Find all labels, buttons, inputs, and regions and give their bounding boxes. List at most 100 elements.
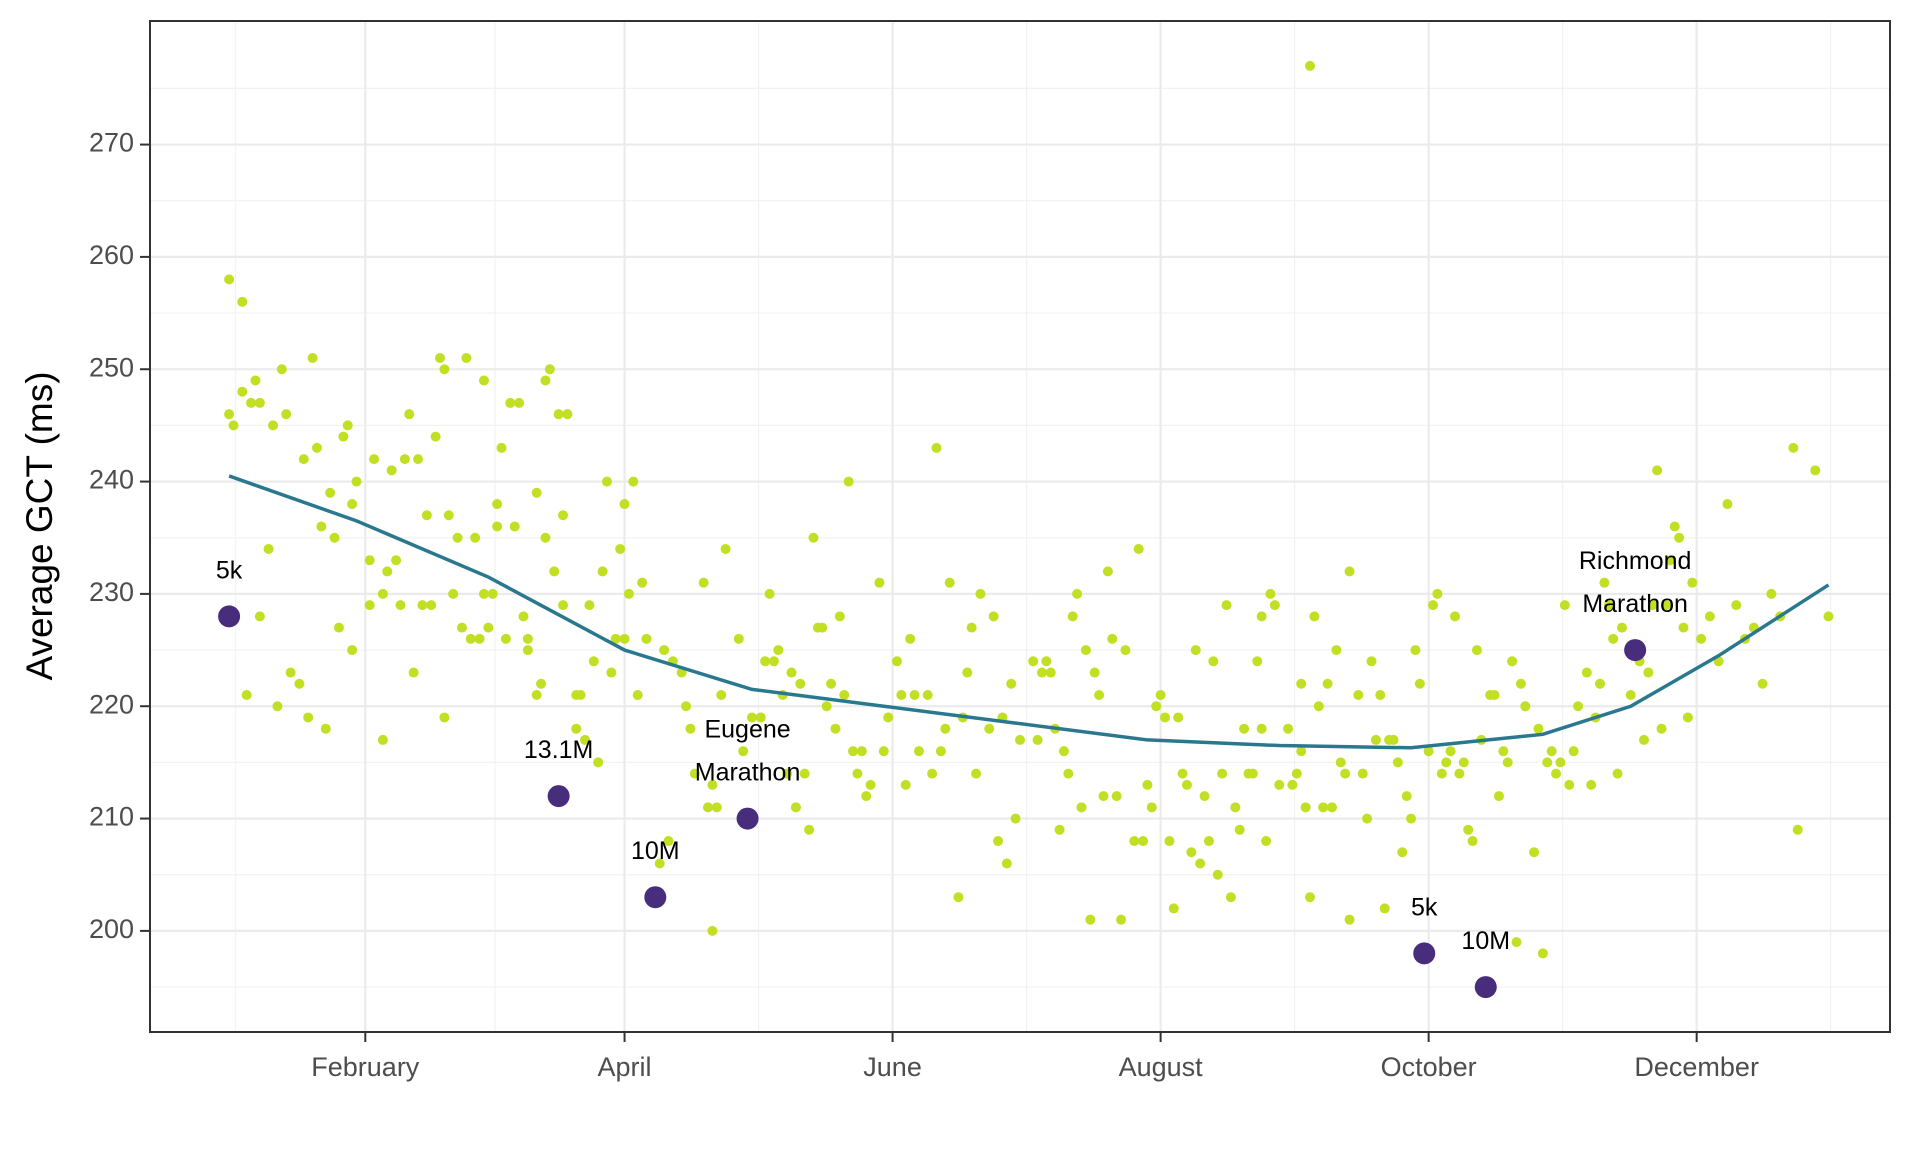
point — [786, 667, 797, 678]
point — [799, 768, 810, 779]
point — [1559, 600, 1570, 611]
point — [558, 600, 569, 611]
point — [1656, 723, 1667, 734]
point — [1138, 836, 1149, 847]
point — [584, 600, 595, 611]
point — [1704, 611, 1715, 622]
point — [580, 734, 590, 745]
point — [399, 454, 410, 465]
point — [1555, 757, 1566, 768]
x-tick-label: April — [598, 1052, 652, 1082]
point — [615, 543, 626, 554]
point — [1665, 555, 1676, 566]
point — [382, 566, 393, 577]
point — [1498, 746, 1509, 757]
point — [1616, 622, 1627, 633]
point — [1445, 746, 1456, 757]
point — [1674, 532, 1685, 543]
point — [606, 667, 617, 678]
y-tick-label: 220 — [89, 689, 134, 719]
race-label: Eugene Marathon — [695, 715, 801, 786]
point — [821, 701, 832, 712]
point — [891, 656, 902, 667]
point — [931, 442, 942, 453]
y-tick-label: 240 — [89, 465, 134, 495]
point — [993, 836, 1004, 847]
panel-border — [149, 20, 1891, 1033]
point — [1467, 836, 1478, 847]
point — [1722, 499, 1733, 510]
point — [1269, 600, 1280, 611]
race-label: 13.1M — [524, 736, 593, 764]
point — [386, 465, 397, 476]
x-tick-label: December — [1634, 1052, 1759, 1082]
point — [1076, 802, 1087, 813]
point — [1638, 734, 1649, 745]
point — [1291, 768, 1302, 779]
point — [905, 633, 916, 644]
point — [1507, 656, 1518, 667]
point — [1493, 791, 1504, 802]
point — [768, 656, 779, 667]
point — [1116, 914, 1127, 925]
point — [1340, 768, 1351, 779]
point — [1388, 734, 1399, 745]
point — [935, 746, 946, 757]
axes: 200 210 220 230 240 250 260 270 February April Jun… — [89, 128, 1759, 1082]
point — [1322, 678, 1333, 689]
race-label: 5k — [216, 556, 243, 584]
point — [1568, 746, 1579, 757]
point — [514, 397, 525, 408]
point — [944, 577, 955, 588]
point — [707, 925, 718, 936]
point — [1296, 746, 1307, 757]
point — [540, 532, 551, 543]
point — [953, 892, 964, 903]
point — [1463, 824, 1474, 835]
point — [1164, 836, 1175, 847]
point — [659, 645, 670, 656]
point — [760, 656, 771, 667]
race-point — [1474, 976, 1497, 999]
point — [483, 622, 494, 633]
point — [654, 858, 665, 869]
point — [1458, 757, 1469, 768]
y-axis-title: Average GCT (ms) — [19, 371, 60, 680]
point — [984, 723, 995, 734]
point — [1045, 667, 1056, 678]
point — [1239, 723, 1250, 734]
point — [1151, 701, 1162, 712]
point — [1326, 802, 1337, 813]
point — [224, 274, 235, 285]
point — [224, 409, 235, 420]
point — [448, 588, 459, 599]
point — [575, 690, 586, 700]
point — [1529, 847, 1540, 858]
point — [333, 622, 344, 633]
point — [843, 476, 854, 487]
race-point — [218, 605, 241, 628]
point — [663, 836, 674, 847]
point — [1234, 824, 1245, 835]
race-point — [644, 886, 667, 909]
point — [1133, 543, 1144, 554]
point — [456, 622, 467, 633]
point — [623, 588, 634, 599]
race-point — [1413, 942, 1436, 965]
point — [865, 779, 876, 790]
point — [1370, 734, 1381, 745]
race-point — [547, 785, 570, 808]
point — [492, 499, 503, 510]
point — [1080, 645, 1091, 656]
point — [562, 409, 573, 420]
point — [1375, 690, 1386, 700]
point — [1533, 723, 1544, 734]
point — [1669, 521, 1680, 532]
point — [1643, 667, 1654, 678]
point — [1436, 768, 1447, 779]
point — [443, 510, 454, 521]
point — [461, 353, 472, 363]
point — [1160, 712, 1170, 723]
point — [746, 712, 757, 723]
point — [641, 633, 652, 644]
